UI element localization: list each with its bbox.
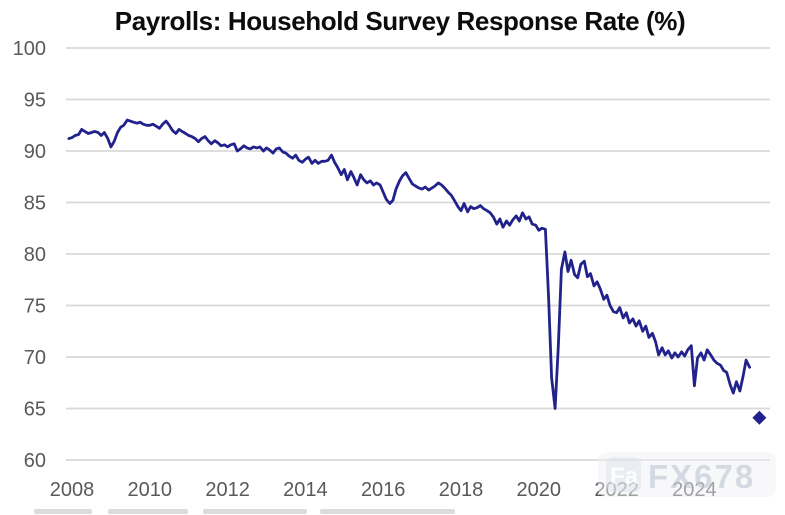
y-tick-label: 95 <box>24 90 46 112</box>
x-tick-label: 2012 <box>205 479 250 501</box>
y-gridlines <box>66 47 770 461</box>
x-tick-label: 2016 <box>361 479 406 501</box>
x-tick-label: 2018 <box>439 479 484 501</box>
latest-point-diamond-marker <box>752 410 767 425</box>
y-tick-label: 85 <box>24 193 46 215</box>
y-tick-label: 65 <box>24 399 46 421</box>
x-axis-labels: 200820102012201420162018202020222024 <box>50 479 717 501</box>
x-tick-label: 2010 <box>128 479 173 501</box>
y-tick-label: 80 <box>24 244 46 266</box>
watermark-panel <box>598 452 776 497</box>
x-tick-label: 2024 <box>672 479 717 501</box>
x-tick-label: 2008 <box>50 479 95 501</box>
y-axis-labels: 60 65 70 75 80 85 90 95 100 <box>13 38 46 472</box>
watermark-text: FX678 <box>648 458 755 495</box>
y-tick-label: 90 <box>24 141 46 163</box>
watermark-logo-box <box>606 457 641 492</box>
watermark-logo-text: Fa <box>610 463 639 490</box>
y-tick-label: 100 <box>13 38 46 60</box>
x-tick-label: 2020 <box>517 479 562 501</box>
response-rate-line <box>67 118 751 410</box>
cropped-footer-text <box>34 509 455 514</box>
y-tick-label: 75 <box>24 296 46 318</box>
chart-title: Payrolls: Household Survey Response Rate… <box>115 6 685 36</box>
x-tick-label: 2014 <box>283 479 328 501</box>
y-tick-label: 60 <box>24 450 46 472</box>
watermark-fx678: Fa FX678 <box>598 452 776 497</box>
y-tick-label: 70 <box>24 347 46 369</box>
